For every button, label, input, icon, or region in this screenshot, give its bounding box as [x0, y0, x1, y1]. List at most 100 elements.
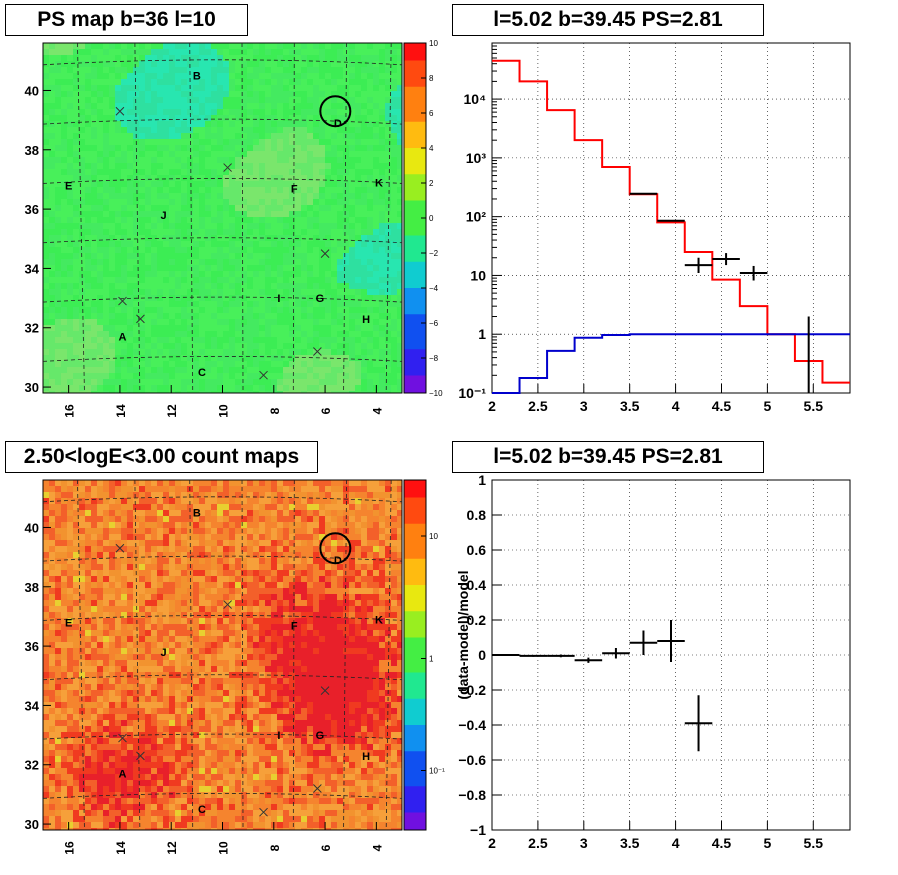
map-pixel: [91, 594, 97, 600]
map-pixel: [181, 558, 187, 564]
map-pixel: [355, 534, 361, 540]
map-pixel: [319, 385, 325, 391]
colorbar-swatch: [404, 121, 426, 131]
map-pixel: [115, 486, 121, 492]
map-pixel: [289, 283, 295, 289]
map-pixel: [79, 307, 85, 313]
map-pixel: [331, 151, 337, 157]
map-pixel: [103, 343, 109, 349]
map-pixel: [235, 223, 241, 229]
map-pixel: [109, 181, 115, 187]
map-pixel: [289, 157, 295, 163]
map-pixel: [163, 564, 169, 570]
map-pixel: [373, 331, 379, 337]
map-pixel: [373, 121, 379, 127]
map-pixel: [217, 61, 223, 67]
map-pixel: [259, 247, 265, 253]
map-pixel: [373, 600, 379, 606]
map-pixel: [211, 552, 217, 558]
map-pixel: [175, 480, 181, 486]
map-pixel: [289, 343, 295, 349]
map-pixel: [217, 295, 223, 301]
map-pixel: [43, 97, 49, 103]
map-pixel: [61, 528, 67, 534]
map-pixel: [169, 61, 175, 67]
map-pixel: [283, 97, 289, 103]
map-pixel: [289, 504, 295, 510]
map-pixel: [367, 181, 373, 187]
map-pixel: [163, 73, 169, 79]
map-pixel: [139, 133, 145, 139]
map-pixel: [325, 534, 331, 540]
map-pixel: [367, 55, 373, 61]
map-pixel: [319, 307, 325, 313]
map-pixel: [373, 325, 379, 331]
map-pixel: [343, 151, 349, 157]
map-pixel: [49, 355, 55, 361]
map-pixel: [79, 301, 85, 307]
map-pixel: [367, 343, 373, 349]
map-pixel: [157, 217, 163, 223]
map-source-label: C: [198, 367, 206, 379]
map-pixel: [199, 588, 205, 594]
map-pixel: [193, 319, 199, 325]
map-pixel: [325, 163, 331, 169]
map-pixel: [343, 361, 349, 367]
map-pixel: [241, 600, 247, 606]
map-pixel: [289, 79, 295, 85]
map-pixel: [331, 480, 337, 486]
map-pixel: [127, 319, 133, 325]
map-pixel: [55, 295, 61, 301]
map-pixel: [175, 606, 181, 612]
map-pixel: [325, 510, 331, 516]
map-pixel: [343, 510, 349, 516]
map-pixel: [199, 361, 205, 367]
map-pixel: [67, 235, 73, 241]
map-pixel: [127, 588, 133, 594]
colorbar-tick-label: 8: [429, 74, 434, 83]
map-pixel: [181, 343, 187, 349]
map-pixel: [121, 331, 127, 337]
map-pixel: [379, 564, 385, 570]
map-pixel: [43, 229, 49, 235]
map-pixel: [331, 564, 337, 570]
map-pixel: [67, 277, 73, 283]
map-pixel: [253, 331, 259, 337]
map-pixel: [247, 582, 253, 588]
map-pixel: [133, 61, 139, 67]
map-pixel: [121, 498, 127, 504]
map-pixel: [391, 91, 397, 97]
map-pixel: [205, 349, 211, 355]
map-pixel: [145, 55, 151, 61]
map-pixel: [259, 289, 265, 295]
map-pixel: [313, 516, 319, 522]
map-pixel: [49, 600, 55, 606]
map-pixel: [355, 510, 361, 516]
map-pixel: [313, 97, 319, 103]
map-pixel: [385, 175, 391, 181]
map-pixel: [85, 516, 91, 522]
map-pixel: [181, 61, 187, 67]
map-pixel: [295, 133, 301, 139]
map-pixel: [127, 277, 133, 283]
map-pixel: [283, 331, 289, 337]
map-pixel: [289, 211, 295, 217]
map-pixel: [127, 361, 133, 367]
map-pixel: [385, 193, 391, 199]
map-pixel: [43, 576, 49, 582]
map-pixel: [355, 115, 361, 121]
map-pixel: [265, 576, 271, 582]
map-pixel: [163, 139, 169, 145]
map-pixel: [247, 325, 253, 331]
map-pixel: [43, 157, 49, 163]
map-pixel: [301, 193, 307, 199]
map-pixel: [301, 301, 307, 307]
map-pixel: [151, 169, 157, 175]
map-pixel: [61, 391, 67, 393]
map-pixel: [379, 55, 385, 61]
map-pixel: [289, 373, 295, 379]
map-pixel: [175, 73, 181, 79]
map-pixel: [97, 558, 103, 564]
map-pixel: [259, 121, 265, 127]
map-pixel: [373, 169, 379, 175]
